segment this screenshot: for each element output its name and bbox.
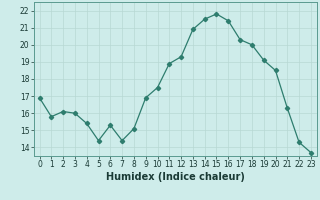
X-axis label: Humidex (Indice chaleur): Humidex (Indice chaleur): [106, 172, 244, 182]
